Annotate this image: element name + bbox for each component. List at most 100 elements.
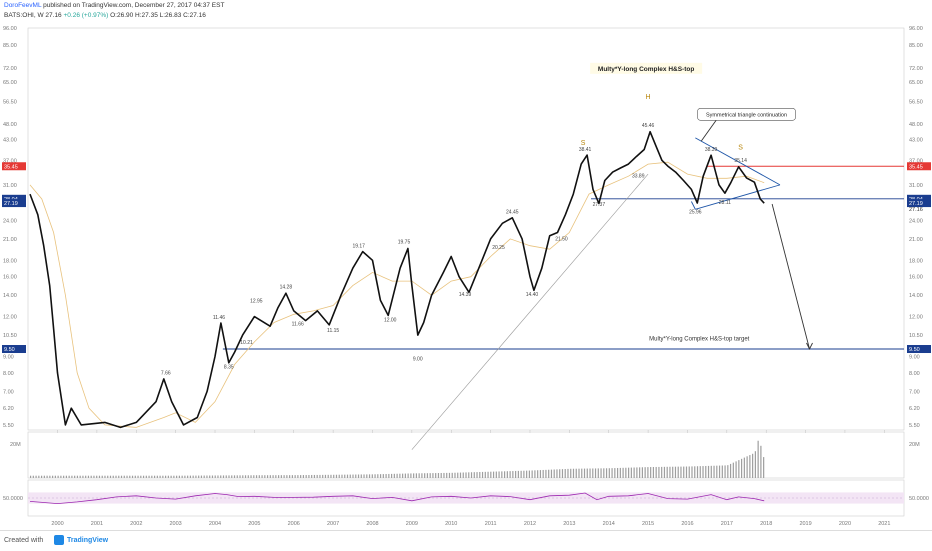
volume-bar bbox=[153, 475, 156, 478]
value-label: 20.25 bbox=[492, 245, 505, 251]
y-tick-label-left: 48.00 bbox=[3, 122, 17, 128]
y-tick-label-right: 10.50 bbox=[909, 333, 923, 339]
value-label: 27.37 bbox=[593, 202, 606, 208]
price-tag-left: 27.19 bbox=[4, 201, 18, 207]
volume-bar bbox=[300, 475, 302, 478]
volume-bar bbox=[308, 474, 310, 478]
volume-bar bbox=[443, 472, 445, 478]
volume-bar bbox=[178, 475, 180, 478]
volume-bar bbox=[112, 475, 114, 478]
volume-bar bbox=[468, 472, 470, 478]
y-tick-label-left: 37.00 bbox=[3, 158, 17, 164]
x-tick-label: 2013 bbox=[563, 521, 575, 527]
volume-bar bbox=[109, 475, 112, 478]
price-tag-right: 27.19 bbox=[909, 201, 923, 207]
volume-bar bbox=[255, 475, 258, 478]
volume-bar bbox=[454, 472, 456, 478]
volume-bar bbox=[410, 473, 412, 478]
value-label: 21.50 bbox=[555, 236, 568, 242]
volume-bar bbox=[616, 467, 619, 478]
volume-bar bbox=[526, 470, 528, 478]
pattern-label: H bbox=[646, 94, 651, 101]
volume-bar bbox=[407, 473, 409, 478]
volume-bar bbox=[710, 465, 712, 478]
volume-bar bbox=[559, 469, 561, 478]
volume-bar bbox=[57, 475, 59, 478]
volume-bar bbox=[713, 465, 715, 478]
volume-bar bbox=[531, 470, 533, 478]
volume-bar bbox=[699, 466, 701, 478]
volume-bar bbox=[225, 475, 227, 478]
value-label: 45.46 bbox=[642, 123, 655, 129]
value-label: 14.28 bbox=[280, 284, 293, 290]
volume-bar bbox=[752, 453, 754, 478]
x-tick-label: 2019 bbox=[799, 521, 811, 527]
volume-bar bbox=[352, 474, 354, 478]
volume-bar bbox=[484, 471, 486, 478]
volume-bar bbox=[683, 466, 685, 478]
volume-bar bbox=[727, 465, 729, 478]
volume-bar bbox=[413, 473, 415, 478]
volume-bar bbox=[746, 456, 748, 478]
x-tick-label: 2009 bbox=[406, 521, 418, 527]
volume-bar bbox=[374, 474, 376, 478]
volume-bar bbox=[520, 470, 522, 478]
volume-bar bbox=[451, 472, 453, 478]
annotation-note: Multy*Y-long Complex H&S-top target bbox=[649, 337, 749, 343]
y-tick-label-left: 24.00 bbox=[3, 218, 17, 224]
volume-bar bbox=[134, 475, 136, 478]
y-tick-label-left: 7.00 bbox=[3, 389, 14, 395]
volume-tick-left: 20M bbox=[10, 442, 21, 448]
volume-bar bbox=[294, 475, 296, 478]
volume-bar bbox=[586, 468, 588, 478]
pattern-label: S bbox=[581, 140, 586, 147]
volume-bar bbox=[501, 471, 503, 478]
volume-bar bbox=[82, 475, 84, 478]
tradingview-logo-icon bbox=[54, 535, 64, 545]
volume-bar bbox=[716, 465, 718, 478]
price-tag-right: 35.45 bbox=[909, 164, 923, 170]
x-tick-label: 2006 bbox=[288, 521, 300, 527]
volume-bar bbox=[206, 475, 208, 478]
volume-bar bbox=[379, 474, 382, 478]
target-arrowhead bbox=[806, 342, 813, 351]
volume-bar bbox=[495, 471, 497, 478]
volume-bar bbox=[721, 465, 723, 478]
volume-pane-frame bbox=[27, 431, 905, 479]
y-tick-label-right: 12.00 bbox=[909, 315, 923, 321]
rsi-tick-right: 50.0000 bbox=[909, 496, 929, 502]
volume-bar bbox=[162, 475, 164, 478]
y-tick-label-left: 31.00 bbox=[3, 183, 17, 189]
value-label: 7.66 bbox=[161, 371, 171, 377]
volume-bar bbox=[550, 469, 553, 478]
price-chart[interactable]: 96.00 85.00 72.00 65.00 56.50 48.00 43.00 37.00… bbox=[0, 22, 932, 530]
author-link[interactable]: DoroFeevML bbox=[4, 2, 42, 9]
volume-bar bbox=[322, 474, 324, 478]
volume-bar bbox=[203, 475, 205, 478]
volume-bar bbox=[211, 475, 214, 478]
y-tick-label-left: 96.00 bbox=[3, 26, 17, 32]
volume-bar bbox=[93, 475, 95, 478]
volume-bar bbox=[575, 468, 577, 478]
volume-bar bbox=[170, 475, 172, 478]
volume-bar bbox=[385, 474, 387, 478]
volume-bar bbox=[666, 466, 668, 478]
volume-bar bbox=[473, 472, 475, 478]
tradingview-brand-link[interactable]: TradingView bbox=[67, 537, 109, 544]
volume-bar bbox=[548, 469, 550, 478]
volume-bar bbox=[592, 468, 594, 478]
volume-bar bbox=[688, 466, 690, 478]
y-axis-left: 96.00 85.00 72.00 65.00 56.50 48.00 43.00 37.00… bbox=[3, 26, 17, 429]
triangle-lower bbox=[695, 184, 781, 210]
volume-bar bbox=[63, 475, 65, 478]
volume-bar bbox=[101, 475, 103, 478]
value-label: 28.11 bbox=[719, 200, 731, 206]
volume-bar bbox=[187, 475, 189, 478]
volume-bar bbox=[278, 475, 280, 478]
volume-bar bbox=[426, 473, 429, 478]
volume-bar bbox=[754, 451, 756, 478]
volume-bar bbox=[402, 473, 404, 478]
x-tick-label: 2002 bbox=[130, 521, 142, 527]
volume-bar bbox=[333, 474, 335, 478]
volume-bar bbox=[266, 475, 269, 478]
